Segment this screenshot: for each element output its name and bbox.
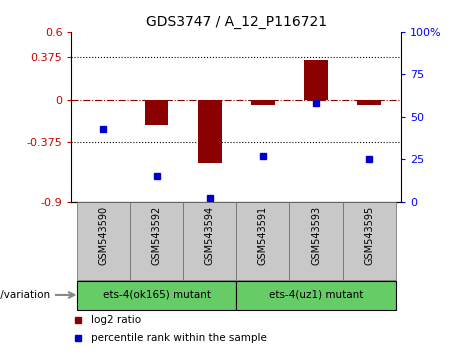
Text: GSM543590: GSM543590 [98,206,108,265]
FancyBboxPatch shape [130,202,183,280]
Title: GDS3747 / A_12_P116721: GDS3747 / A_12_P116721 [146,16,327,29]
Text: GSM543595: GSM543595 [364,206,374,265]
Text: GSM543594: GSM543594 [205,206,215,265]
Text: GSM543591: GSM543591 [258,206,268,265]
Text: GSM543593: GSM543593 [311,206,321,265]
FancyBboxPatch shape [77,281,236,310]
FancyBboxPatch shape [77,202,130,280]
Bar [357,100,381,105]
FancyBboxPatch shape [236,202,290,280]
Text: genotype/variation: genotype/variation [0,290,50,300]
Bar [145,100,168,125]
FancyBboxPatch shape [236,281,396,310]
Text: ets-4(ok165) mutant: ets-4(ok165) mutant [102,290,211,300]
FancyBboxPatch shape [290,202,343,280]
Text: log2 ratio: log2 ratio [91,315,142,325]
FancyBboxPatch shape [343,202,396,280]
FancyBboxPatch shape [183,202,236,280]
Bar [304,60,328,100]
Text: GSM543592: GSM543592 [152,206,161,265]
Text: percentile rank within the sample: percentile rank within the sample [91,333,267,343]
Text: ets-4(uz1) mutant: ets-4(uz1) mutant [269,290,363,300]
Bar [198,100,222,163]
Bar [251,100,275,105]
